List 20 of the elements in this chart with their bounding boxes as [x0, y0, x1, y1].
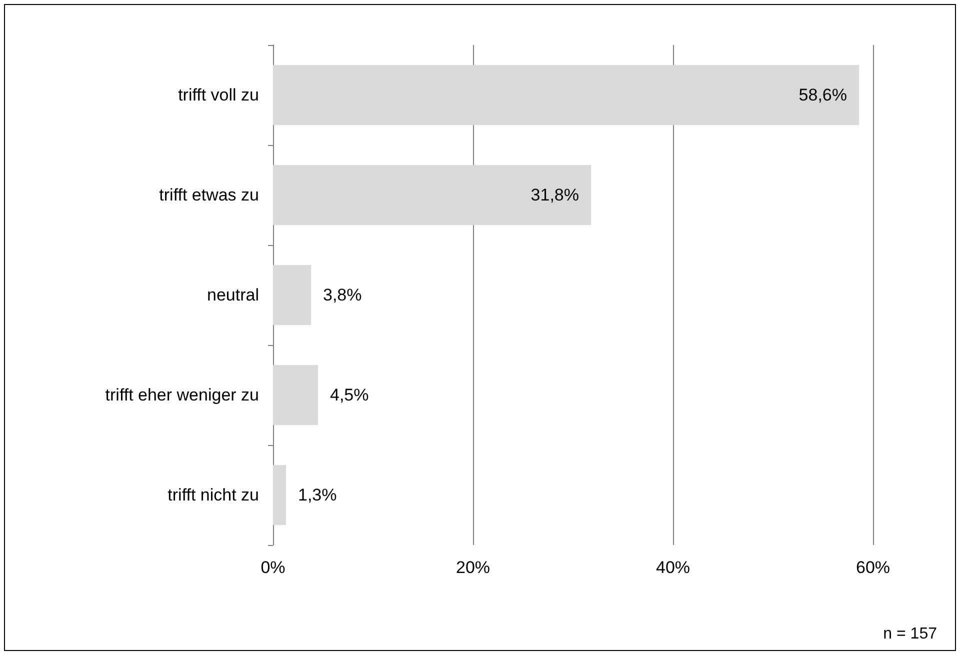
- y-tick-label: trifft voll zu: [178, 86, 259, 104]
- text: n = 157: [883, 626, 938, 642]
- bar: [273, 365, 318, 425]
- y-tick-label: neutral: [207, 286, 259, 304]
- x-tick-label: 0%: [260, 558, 286, 577]
- bar: [273, 265, 311, 325]
- x-tick-label: 20%: [456, 558, 490, 577]
- x-tick-label: 60%: [856, 558, 890, 577]
- y-tick-label: trifft eher weniger zu: [105, 386, 259, 404]
- x-tick-label: 40%: [656, 558, 690, 577]
- data-label: 58,6%: [798, 86, 847, 104]
- bar: [273, 465, 286, 525]
- bar: [273, 65, 859, 125]
- y-tick-label: trifft etwas zu: [159, 186, 259, 204]
- data-label: 3,8%: [323, 286, 362, 304]
- y-tick-label: trifft nicht zu: [168, 486, 259, 504]
- bar: [273, 165, 591, 225]
- data-label: 4,5%: [330, 386, 369, 404]
- data-label: 1,3%: [298, 486, 337, 504]
- data-label: 31,8%: [530, 186, 579, 204]
